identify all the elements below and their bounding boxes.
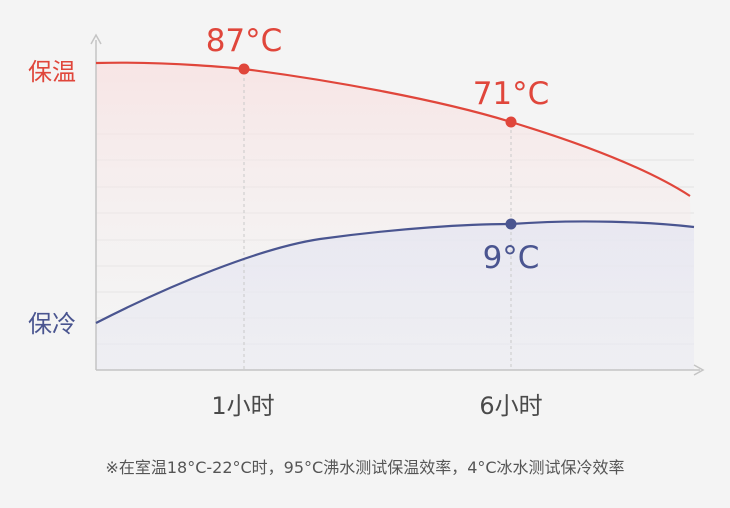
x-axis-arrow [693,364,705,376]
data-label-cold-6h: 9°C [483,240,540,276]
y-label-hot: 保温 [28,58,76,86]
series-line-cold [95,220,695,324]
data-point-cold-6h [505,218,517,230]
axes [90,33,705,376]
data-point-hot-6h [505,116,517,128]
data-point-hot-1h [238,63,250,75]
x-tick-label-6h: 6小时 [479,392,542,420]
series-line-hot [95,61,691,197]
x-tick-label-1h: 1小时 [211,392,274,420]
y-axis-arrow [90,33,102,45]
y-label-cold: 保冷 [28,310,76,338]
guide-lines [243,78,512,370]
data-label-hot-6h: 71°C [473,76,550,112]
data-label-hot-1h: 87°C [206,23,283,59]
footnote: ※在室温18°C-22°C时，95°C沸水测试保温效率，4°C冰水测试保冷效率 [105,458,625,477]
